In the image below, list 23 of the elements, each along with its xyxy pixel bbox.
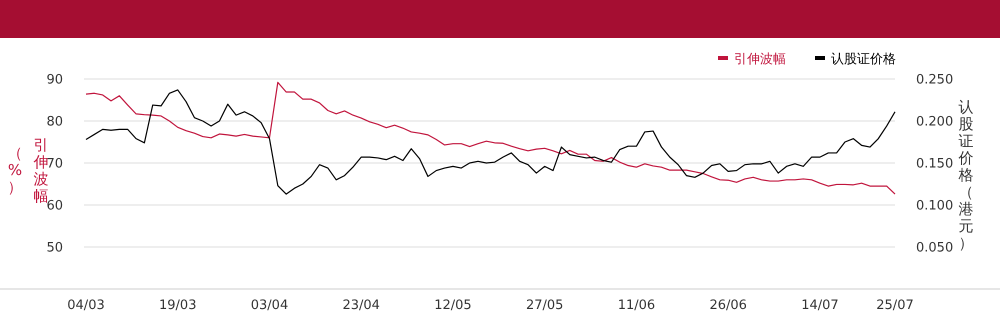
- y2-tick-label: 0.050: [916, 240, 954, 256]
- legend-label: 引伸波幅: [734, 52, 786, 67]
- y-tick-label: 50: [46, 240, 63, 256]
- y-tick-label: 90: [46, 72, 63, 88]
- x-tick-label: 03/04: [250, 298, 288, 313]
- x-tick-label: 12/05: [434, 298, 472, 313]
- y-tick-label: 70: [46, 156, 63, 172]
- x-tick-label: 19/03: [159, 298, 196, 313]
- x-tick-label: 14/07: [801, 298, 839, 313]
- x-tick-label: 27/05: [526, 298, 564, 313]
- y-tick-label: 60: [46, 198, 63, 214]
- y2-tick-label: 0.250: [916, 72, 954, 88]
- x-tick-label: 26/06: [709, 298, 747, 313]
- y2-tick-label: 0.150: [916, 156, 954, 172]
- x-tick-label: 25/07: [876, 298, 914, 313]
- y2-tick-label: 0.200: [916, 114, 954, 130]
- y2-axis-title: 认股证价格（港元）: [958, 98, 974, 252]
- legend-label: 认股证价格: [831, 52, 896, 67]
- x-tick-label: 11/06: [618, 298, 656, 313]
- x-tick-label: 04/03: [67, 298, 105, 313]
- y2-tick-label: 0.100: [916, 198, 954, 214]
- x-tick-label: 23/04: [342, 298, 380, 313]
- y-tick-label: 80: [46, 114, 63, 130]
